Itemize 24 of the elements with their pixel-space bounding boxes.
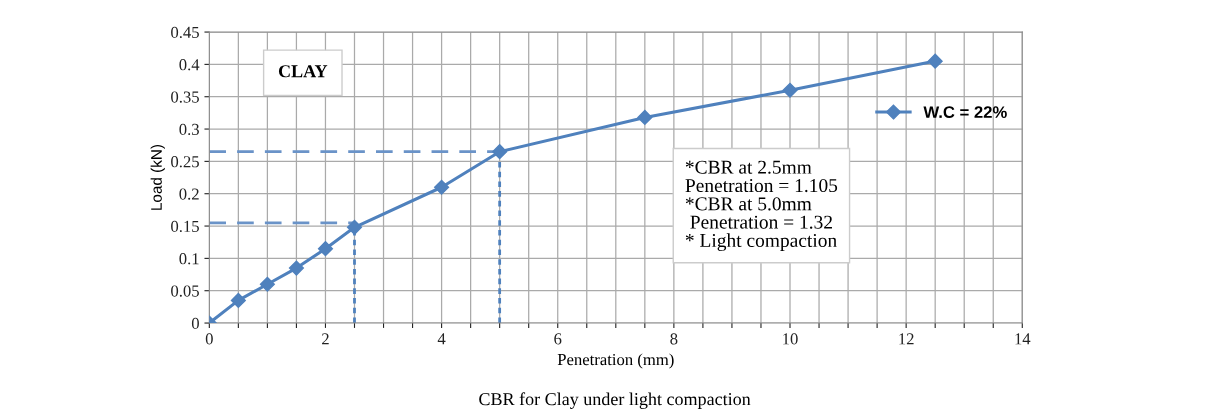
- y-tick-label: 0.4: [179, 59, 200, 71]
- y-tick-label: 0.05: [171, 285, 199, 297]
- x-tick-label: 8: [670, 333, 678, 345]
- x-tick-label: 10: [783, 333, 798, 345]
- y-tick-label: 0.15: [171, 220, 199, 233]
- y-tick-label: 0.2: [179, 188, 199, 200]
- y-tick-label: 0.3: [179, 123, 199, 136]
- x-axis-title: Penetration (mm): [557, 353, 674, 369]
- annotation: CLAY: [278, 65, 328, 78]
- x-tick-label: 2: [322, 333, 329, 345]
- text: CBR for Clay under light compaction: [479, 392, 751, 409]
- y-axis-title: Load (kN): [150, 144, 165, 210]
- y-tick-label: 0.1: [179, 253, 199, 265]
- x-tick-label: 14: [1015, 333, 1031, 345]
- x-tick-label: 4: [437, 333, 446, 345]
- x-tick-label: 12: [899, 333, 914, 345]
- y-tick-label: 0: [191, 317, 199, 329]
- annotation: *CBR at 2.5mm Penetration = 1.105 *CBR at 5.0mm Penetration = 1.32 * Light compaction: [685, 160, 838, 252]
- y-tick-label: 0.45: [171, 26, 199, 39]
- x-tick-label: 6: [554, 333, 562, 345]
- y-tick-label: 0.25: [171, 156, 199, 168]
- x-tick-label: 0: [205, 333, 213, 345]
- y-tick-label: 0.35: [171, 91, 199, 103]
- legend-label: W.C = 22%: [923, 106, 1007, 119]
